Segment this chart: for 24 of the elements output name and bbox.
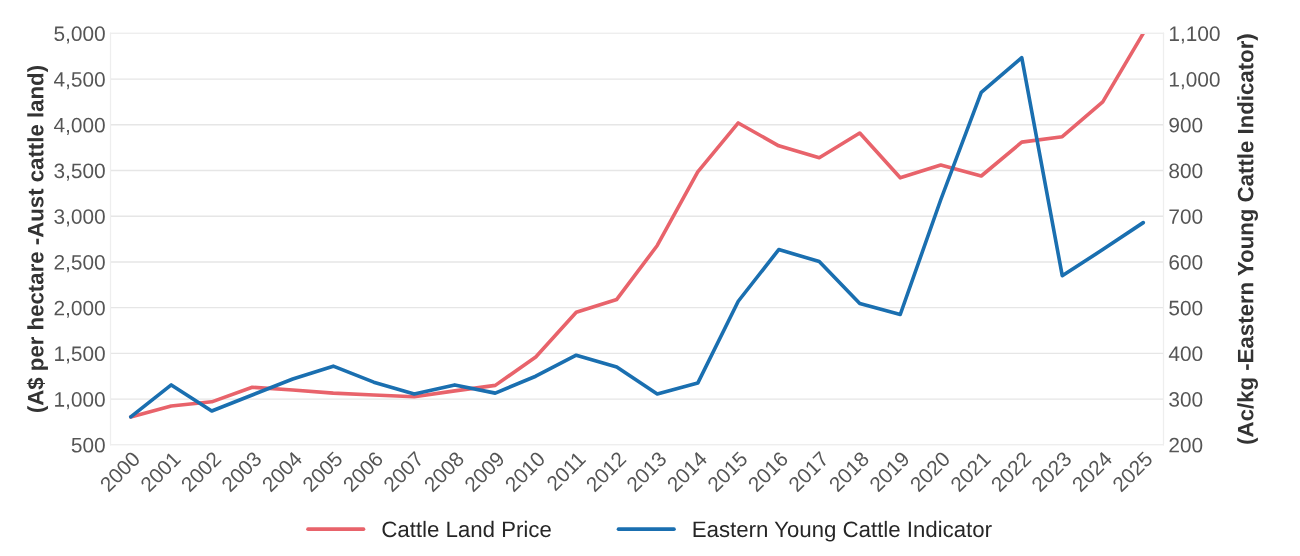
y-tick-label: 2,500 bbox=[54, 254, 105, 273]
y2-axis-title: (Ac/kg -Eastern Young Cattle Indicator) bbox=[1237, 34, 1258, 444]
y2-tick-label: 1,100 bbox=[1169, 26, 1220, 44]
y-axis-title: (A$ per hectare -Aust cattle land) bbox=[26, 66, 48, 413]
y2-tick-label: 900 bbox=[1169, 117, 1203, 133]
y2-tick-label: 800 bbox=[1169, 163, 1203, 179]
y-tick-label: 2,000 bbox=[54, 300, 105, 318]
y-tick-label: 3,000 bbox=[54, 209, 105, 227]
y-tick-label: 4,500 bbox=[53, 72, 105, 90]
y2-tick-label: 400 bbox=[1168, 346, 1203, 362]
y-tick-label: 4,000 bbox=[53, 117, 105, 136]
y-tick-label: 3,500 bbox=[54, 163, 105, 181]
y-tick-label: 5,000 bbox=[54, 26, 105, 44]
y2-tick-label: 500 bbox=[1169, 300, 1203, 316]
y2-tick-label: 200 bbox=[1169, 437, 1203, 453]
legend-label: Eastern Young Cattle Indicator bbox=[693, 520, 992, 542]
y-tick-label: 1,500 bbox=[55, 346, 105, 364]
y2-tick-label: 600 bbox=[1169, 254, 1203, 270]
y-tick-label: 1,000 bbox=[55, 392, 105, 410]
y2-tick-label: 300 bbox=[1169, 392, 1203, 407]
legend-label: Cattle Land Price bbox=[382, 520, 551, 538]
y-tick-label: 500 bbox=[71, 437, 105, 453]
y2-tick-label: 1,000 bbox=[1169, 72, 1220, 90]
y2-tick-label: 700 bbox=[1169, 209, 1203, 224]
